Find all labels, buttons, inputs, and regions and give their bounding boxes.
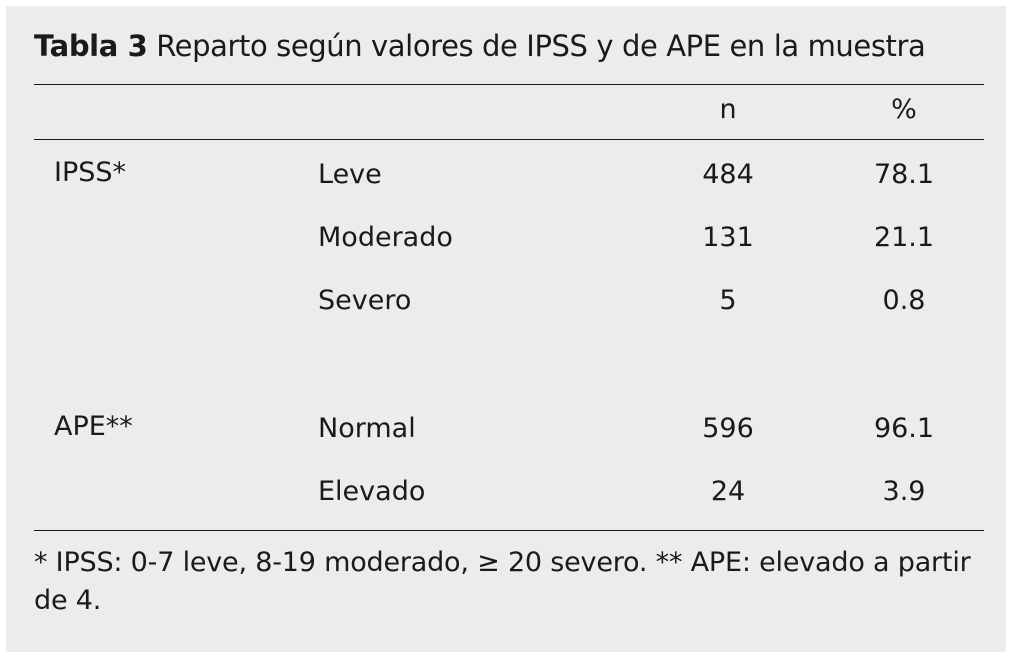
row-n: 131 <box>702 222 754 253</box>
row-category: Severo <box>318 285 412 316</box>
row-n: 484 <box>702 159 754 190</box>
row-category: Elevado <box>318 476 426 507</box>
row-n: 24 <box>710 476 746 507</box>
table-number: Tabla 3 <box>34 29 148 63</box>
bottom-rule <box>34 530 984 531</box>
header-percent: % <box>891 94 917 125</box>
header-n: n <box>719 94 737 125</box>
group-label-ape: APE** <box>54 411 133 442</box>
table-title: Reparto según valores de IPSS y de APE e… <box>156 29 926 63</box>
table-panel <box>6 6 1006 652</box>
header-rule <box>34 139 984 140</box>
row-n: 596 <box>702 413 754 444</box>
row-percent: 0.8 <box>882 285 926 316</box>
row-category: Leve <box>318 159 382 190</box>
table-footnote: * IPSS: 0-7 leve, 8-19 moderado, ≥ 20 se… <box>34 547 971 616</box>
row-percent: 3.9 <box>882 476 926 507</box>
top-rule <box>34 84 984 85</box>
row-n: 5 <box>719 285 737 316</box>
row-percent: 78.1 <box>873 159 935 190</box>
row-percent: 21.1 <box>873 222 935 253</box>
row-category: Moderado <box>318 222 453 253</box>
group-label-ipss: IPSS* <box>54 157 127 188</box>
table-caption: Tabla 3 Reparto según valores de IPSS y … <box>34 26 926 66</box>
row-category: Normal <box>318 413 416 444</box>
row-percent: 96.1 <box>873 413 935 444</box>
